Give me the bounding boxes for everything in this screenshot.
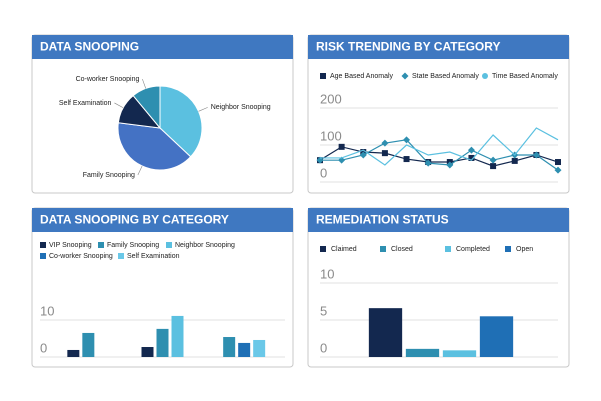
bar bbox=[442, 350, 477, 357]
marker bbox=[511, 157, 518, 164]
legend-label: Open bbox=[516, 246, 533, 253]
legend-label: Age Based Anomaly bbox=[330, 73, 394, 80]
y-tick-label: 100 bbox=[320, 128, 342, 143]
pie-slice bbox=[159, 85, 203, 158]
panel-header bbox=[32, 208, 293, 232]
bar bbox=[253, 339, 266, 357]
bar bbox=[156, 328, 169, 357]
marker bbox=[424, 159, 432, 167]
panel-header bbox=[308, 35, 569, 59]
bar bbox=[479, 316, 514, 357]
y-tick-label: 5 bbox=[320, 303, 327, 318]
legend-label: Family Snooping bbox=[107, 242, 159, 249]
legend-swatch bbox=[380, 246, 386, 252]
slice-label: Family Snooping bbox=[83, 172, 135, 179]
legend-swatch bbox=[40, 253, 46, 259]
marker bbox=[403, 136, 411, 144]
panel-title: RISK TRENDING BY CATEGORY bbox=[316, 40, 500, 54]
legend-swatch bbox=[118, 253, 124, 259]
legend-swatch bbox=[166, 242, 172, 248]
line-series bbox=[320, 139, 559, 171]
panel-header bbox=[32, 35, 293, 59]
marker bbox=[338, 143, 345, 150]
bar bbox=[238, 342, 251, 357]
marker bbox=[403, 156, 410, 163]
marker bbox=[446, 161, 454, 169]
bar bbox=[171, 315, 184, 357]
leader-line bbox=[198, 107, 208, 112]
marker bbox=[468, 154, 475, 161]
legend-label: VIP Snooping bbox=[49, 242, 92, 249]
y-tick-label: 10 bbox=[40, 303, 54, 318]
bar bbox=[368, 308, 403, 357]
leader-line bbox=[137, 165, 143, 176]
y-tick-label: 200 bbox=[320, 91, 342, 106]
marker bbox=[489, 156, 497, 164]
marker bbox=[381, 139, 389, 147]
marker bbox=[554, 166, 562, 174]
legend-swatch bbox=[40, 242, 46, 248]
bar bbox=[141, 347, 154, 357]
legend-label: Co-worker Snooping bbox=[49, 253, 113, 260]
marker bbox=[381, 150, 388, 157]
line-series bbox=[320, 127, 559, 166]
marker bbox=[359, 151, 367, 159]
slice-label: Neighbor Snooping bbox=[211, 104, 271, 111]
slice-label: Co-worker Snooping bbox=[76, 76, 140, 83]
legend-swatch bbox=[98, 242, 104, 248]
leader-line bbox=[142, 78, 147, 89]
legend-label: Self Examination bbox=[127, 253, 180, 260]
bar bbox=[82, 332, 95, 357]
legend-swatch bbox=[505, 246, 511, 252]
marker bbox=[532, 151, 540, 159]
panel-header bbox=[308, 208, 569, 232]
legend-marker bbox=[320, 73, 326, 79]
bar bbox=[405, 348, 440, 357]
y-tick-label: 0 bbox=[320, 340, 327, 355]
legend-label: Closed bbox=[391, 246, 413, 253]
panel-title: DATA SNOOPING BY CATEGORY bbox=[40, 213, 229, 227]
marker bbox=[467, 146, 475, 154]
legend-label: Time Based Anomaly bbox=[492, 73, 558, 80]
y-tick-label: 0 bbox=[40, 340, 47, 355]
bar bbox=[67, 349, 80, 357]
slice-label: Self Examination bbox=[59, 100, 112, 107]
legend-swatch bbox=[445, 246, 451, 252]
y-tick-label: 10 bbox=[320, 266, 334, 281]
legend-marker bbox=[482, 73, 488, 79]
leader-line bbox=[114, 102, 124, 109]
legend-marker bbox=[401, 72, 409, 80]
marker bbox=[490, 163, 497, 170]
legend-label: Claimed bbox=[331, 246, 357, 253]
legend-label: State Based Anomaly bbox=[412, 73, 479, 80]
legend-swatch bbox=[320, 246, 326, 252]
panel-title: DATA SNOOPING bbox=[40, 40, 139, 54]
legend-label: Completed bbox=[456, 246, 490, 253]
y-tick-label: 0 bbox=[320, 165, 327, 180]
panel-title: REMEDIATION STATUS bbox=[316, 213, 449, 227]
legend-label: Neighbor Snooping bbox=[175, 242, 235, 249]
bar bbox=[223, 337, 236, 357]
marker bbox=[555, 159, 561, 166]
